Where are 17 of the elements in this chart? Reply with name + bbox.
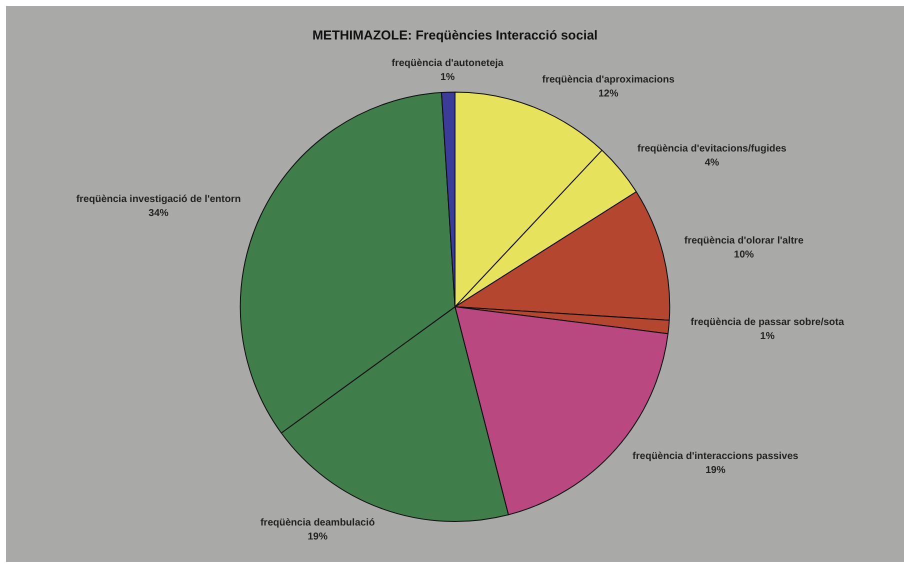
data-label: 1%	[440, 72, 455, 83]
slice-label: freqüència de passar sobre/sota	[690, 316, 844, 328]
data-label: 1%	[760, 330, 775, 342]
slice-label: freqüència d'aproximacions	[542, 74, 675, 86]
slice-label: freqüència d'olorar l'altre	[684, 236, 804, 247]
slice-label: freqüència d'autoneteja	[392, 58, 504, 69]
slice-label: freqüència deambulació	[260, 517, 375, 528]
data-label: 10%	[734, 250, 754, 261]
data-label: 19%	[705, 465, 726, 476]
chart-title: METHIMAZOLE: Freqüències Interacció social	[312, 27, 598, 42]
slice-label: freqüència d'evitacions/fugides	[637, 144, 787, 155]
data-label: 34%	[148, 208, 169, 219]
slice-label: freqüència investigació de l'entorn	[76, 194, 241, 205]
data-label: 4%	[704, 158, 720, 169]
data-label: 12%	[598, 88, 618, 100]
data-label: 19%	[308, 531, 328, 542]
slice-label: freqüència d'interaccions passives	[632, 451, 799, 462]
